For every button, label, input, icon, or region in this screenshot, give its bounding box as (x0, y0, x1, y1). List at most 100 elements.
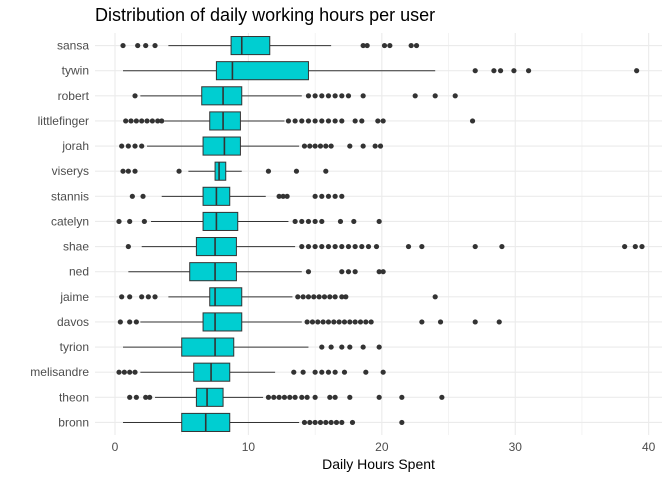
box-iqr (195, 237, 237, 257)
outlier-point (321, 294, 328, 300)
outlier-point (327, 394, 333, 400)
outlier-point (307, 419, 313, 426)
outlier-point (339, 93, 345, 99)
outlier-point (323, 143, 329, 149)
outlier-point (336, 319, 342, 325)
outlier-point (127, 218, 133, 225)
y-tick-label: sansa (57, 39, 89, 53)
box-shae (125, 237, 645, 257)
outlier-point (128, 118, 134, 124)
outlier-point (147, 394, 153, 400)
outlier-point (312, 118, 318, 124)
y-tick-label: stannis (51, 189, 89, 203)
outlier-point (300, 369, 306, 375)
outlier-point (332, 93, 338, 99)
x-axis-label: Daily Hours Spent (322, 456, 435, 472)
outlier-point (363, 369, 369, 375)
outlier-point (317, 143, 324, 149)
outlier-point (639, 243, 645, 250)
outlier-point (341, 369, 348, 375)
box-iqr (201, 86, 243, 106)
y-tick-label: jorah (61, 139, 89, 153)
outlier-point (299, 394, 305, 400)
y-tick-label: viserys (52, 164, 89, 178)
outlier-point (511, 68, 517, 74)
outlier-point (312, 394, 318, 400)
outlier-point (372, 143, 378, 149)
outlier-point (387, 42, 393, 49)
outlier-point (469, 118, 476, 124)
outlier-point (317, 419, 324, 426)
outlier-point (352, 269, 358, 275)
outlier-point (439, 394, 445, 400)
outlier-point (622, 243, 628, 250)
outlier-point (116, 369, 122, 375)
outlier-point (343, 294, 349, 300)
outlier-point (116, 218, 122, 225)
box-iqr (215, 61, 309, 81)
outlier-point (149, 118, 155, 124)
outlier-point (376, 269, 382, 275)
outlier-point (634, 68, 640, 74)
outlier-point (312, 143, 318, 149)
outlier-point (325, 118, 332, 124)
outlier-point (319, 243, 325, 250)
outlier-point (333, 419, 340, 426)
outlier-point (339, 243, 345, 250)
outlier-point (337, 218, 344, 225)
outlier-point (347, 319, 353, 325)
outlier-point (271, 394, 277, 400)
outlier-point (135, 42, 141, 49)
outlier-point (472, 68, 478, 74)
box-iqr (202, 136, 241, 156)
x-tick-label: 40 (642, 440, 656, 454)
outlier-point (152, 42, 158, 49)
outlier-point (332, 394, 338, 400)
outlier-point (127, 294, 133, 300)
outlier-point (352, 118, 358, 124)
outlier-point (132, 143, 138, 149)
outlier-point (304, 394, 310, 400)
box-catelyn (116, 211, 382, 231)
outlier-point (399, 394, 405, 400)
outlier-point (345, 269, 352, 275)
outlier-point (143, 394, 149, 400)
outlier-point (119, 143, 125, 149)
box-theon (127, 387, 445, 407)
x-tick-label: 10 (242, 440, 256, 454)
outlier-point (472, 319, 478, 325)
outlier-point (144, 118, 150, 124)
outlier-point (328, 419, 334, 426)
y-tick-label: theon (59, 390, 89, 404)
outlier-point (291, 369, 297, 375)
outlier-point (323, 419, 329, 426)
outlier-point (325, 319, 332, 325)
outlier-point (265, 168, 272, 174)
y-tick-label: melisandre (30, 365, 89, 379)
boxes-layer (116, 36, 645, 432)
outlier-point (432, 93, 438, 99)
outlier-point (292, 394, 298, 400)
outlier-point (309, 319, 316, 325)
outlier-point (127, 394, 133, 400)
y-tick-label: jaime (59, 290, 89, 304)
outlier-point (293, 168, 300, 174)
outlier-point (339, 269, 345, 275)
outlier-point (525, 68, 532, 74)
outlier-point (127, 369, 133, 375)
outlier-point (432, 294, 438, 300)
box-iqr (195, 387, 224, 407)
box-ned (128, 262, 386, 282)
outlier-point (325, 369, 332, 375)
outlier-point (155, 118, 161, 124)
outlier-point (327, 294, 333, 300)
outlier-point (284, 193, 290, 199)
outlier-point (332, 294, 338, 300)
outlier-point (119, 294, 125, 300)
box-iqr (230, 36, 271, 56)
grid-lines (95, 33, 662, 435)
outlier-point (311, 294, 317, 300)
y-tick-label: ned (69, 265, 89, 279)
outlier-point (320, 319, 326, 325)
